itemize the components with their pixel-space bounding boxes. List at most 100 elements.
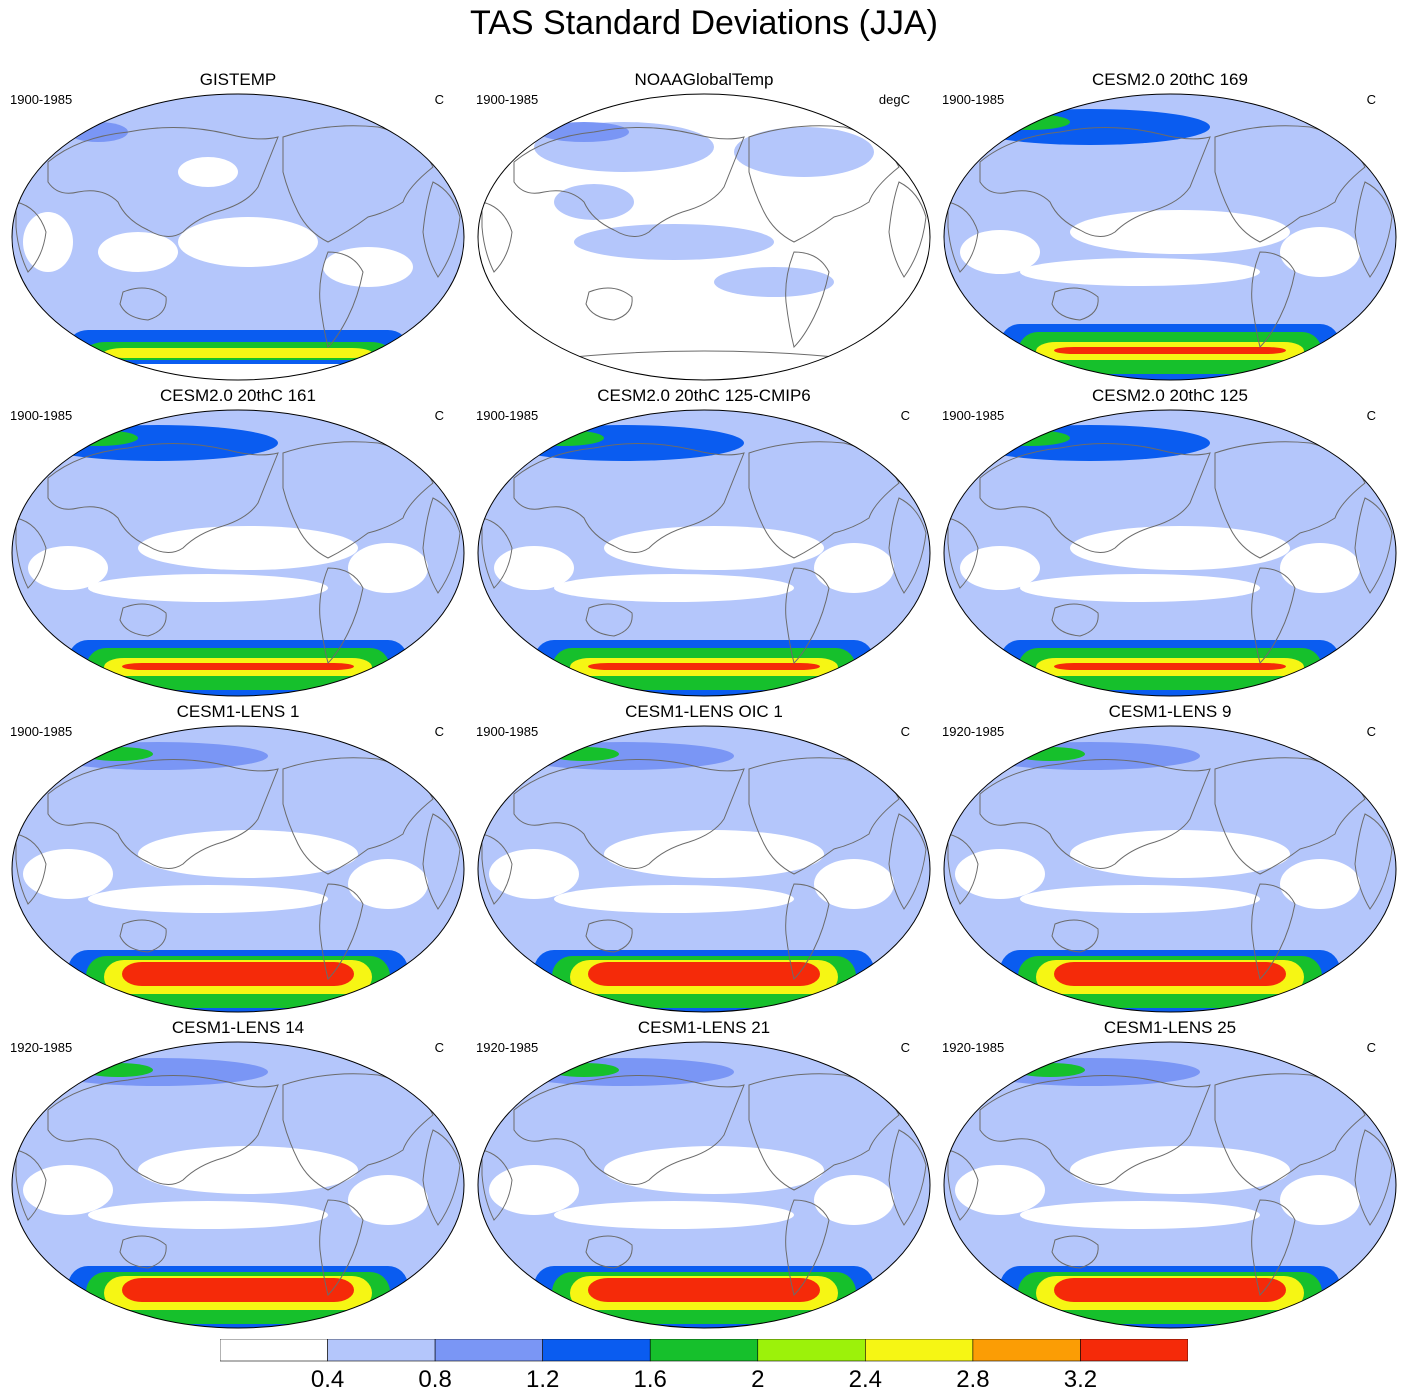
colorbar-segment: [327, 1339, 436, 1362]
coastline: [888, 1129, 927, 1226]
coastline: [947, 517, 979, 589]
coastline: [1354, 813, 1393, 910]
field-contour: [489, 849, 579, 899]
robinson-map: [11, 409, 465, 697]
field-contour: [494, 546, 574, 590]
coastline: [1251, 567, 1296, 664]
field-contour: [714, 267, 834, 297]
map-panel: CESM2.0 20thC 169 1900-1985 C: [940, 70, 1400, 382]
colorbar-segment: [542, 1339, 651, 1362]
colorbar-label: 2.8: [956, 1366, 990, 1393]
antarctic-band: [1054, 347, 1286, 354]
coastline: [979, 758, 1211, 869]
colorbar-segment: [649, 1339, 759, 1362]
coastline: [513, 1074, 745, 1185]
coastline: [543, 350, 865, 361]
map-panel: GISTEMP 1900-1985 C: [8, 70, 468, 382]
coastline: [1251, 883, 1296, 980]
field-contour: [970, 425, 1210, 461]
panel-units: C: [1366, 724, 1376, 739]
coastline: [282, 1073, 434, 1191]
map-panel: CESM2.0 20thC 125 1900-1985 C: [940, 386, 1400, 698]
panel-title: CESM2.0 20thC 125-CMIP6: [597, 386, 811, 405]
panel-title: CESM1-LENS 1: [176, 702, 300, 721]
field-contour: [1020, 885, 1260, 913]
colorbar-label: 0.4: [310, 1366, 345, 1393]
robinson-map: [11, 93, 465, 381]
field-contour: [960, 546, 1040, 590]
field-contour: [504, 425, 744, 461]
colorbar-segment: [757, 1339, 866, 1362]
coastline: [1354, 1129, 1393, 1226]
field-contour: [138, 830, 358, 878]
field-contour: [955, 849, 1045, 899]
panel-title: CESM1-LENS 21: [637, 1018, 771, 1037]
map-panel: CESM1-LENS 9 1920-1985 C: [940, 702, 1400, 1014]
coastline: [422, 1129, 461, 1226]
coastline: [585, 603, 633, 637]
coastline: [947, 1149, 979, 1221]
coastline: [1214, 441, 1366, 559]
colorbar: [220, 1339, 1188, 1362]
antarctic-band: [122, 663, 354, 670]
map-panel: CESM1-LENS 25 1920-1985 C: [940, 1018, 1400, 1330]
antarctic-band: [1054, 962, 1286, 986]
robinson-map: [943, 725, 1397, 1013]
field-contour: [1280, 543, 1360, 593]
coastline: [422, 813, 461, 910]
field-contour: [970, 109, 1210, 145]
field-contour: [138, 526, 358, 570]
coastline: [282, 125, 434, 243]
field-contour: [138, 1146, 358, 1194]
map-panel: CESM1-LENS 1 1900-1985 C: [8, 702, 468, 1014]
field-contour: [88, 574, 328, 602]
coastline: [1051, 919, 1099, 953]
field-contour: [814, 859, 894, 909]
coastline: [1214, 1073, 1366, 1191]
panel-units: C: [900, 408, 910, 423]
coastline: [979, 442, 1211, 553]
coastline: [481, 201, 513, 273]
field-contour: [1070, 1146, 1290, 1194]
panel-title: CESM1-LENS OIC 1: [625, 702, 783, 721]
coastline: [47, 758, 279, 869]
coastline: [15, 833, 47, 905]
colorbar-label: 0.8: [418, 1366, 452, 1393]
field-contour: [178, 157, 238, 187]
panel-title: CESM1-LENS 14: [171, 1018, 305, 1037]
antarctic-band: [1054, 663, 1286, 670]
map-outline: [11, 409, 465, 697]
antarctic-band: [122, 1278, 354, 1302]
robinson-map: [943, 1041, 1397, 1329]
field-contour: [88, 1201, 328, 1229]
coastline: [585, 919, 633, 953]
colorbar-segment: [434, 1339, 543, 1362]
panel-period: 1900-1985: [942, 408, 1005, 423]
map-panel: CESM1-LENS OIC 1 1900-1985 C: [474, 702, 934, 1014]
coastline: [585, 1235, 633, 1269]
panel-title: NOAAGlobalTemp: [634, 70, 774, 89]
coastline: [513, 758, 745, 869]
map-outline: [477, 93, 931, 381]
field-contour: [1280, 859, 1360, 909]
map-outline: [11, 93, 465, 381]
panel-units: C: [1366, 1040, 1376, 1055]
map-panel: NOAAGlobalTemp 1900-1985 degC: [474, 70, 934, 382]
coastline: [15, 517, 47, 589]
antarctic-band: [588, 1278, 820, 1302]
map-panel: CESM1-LENS 14 1920-1985 C: [8, 1018, 468, 1330]
field-contour: [1020, 574, 1260, 602]
colorbar-label: 2: [751, 1366, 765, 1393]
figure-title: TAS Standard Deviations (JJA): [470, 4, 938, 42]
panel-units: degC: [878, 92, 910, 107]
panel-period: 1900-1985: [476, 724, 539, 739]
panel-units: C: [1366, 408, 1376, 423]
colorbar-segment: [1080, 1339, 1188, 1362]
panel-units: C: [900, 724, 910, 739]
robinson-map: [477, 93, 931, 381]
robinson-map: [943, 409, 1397, 697]
field-contour: [23, 849, 113, 899]
coastline: [585, 287, 633, 321]
coastline: [947, 833, 979, 905]
field-contour: [604, 830, 824, 878]
